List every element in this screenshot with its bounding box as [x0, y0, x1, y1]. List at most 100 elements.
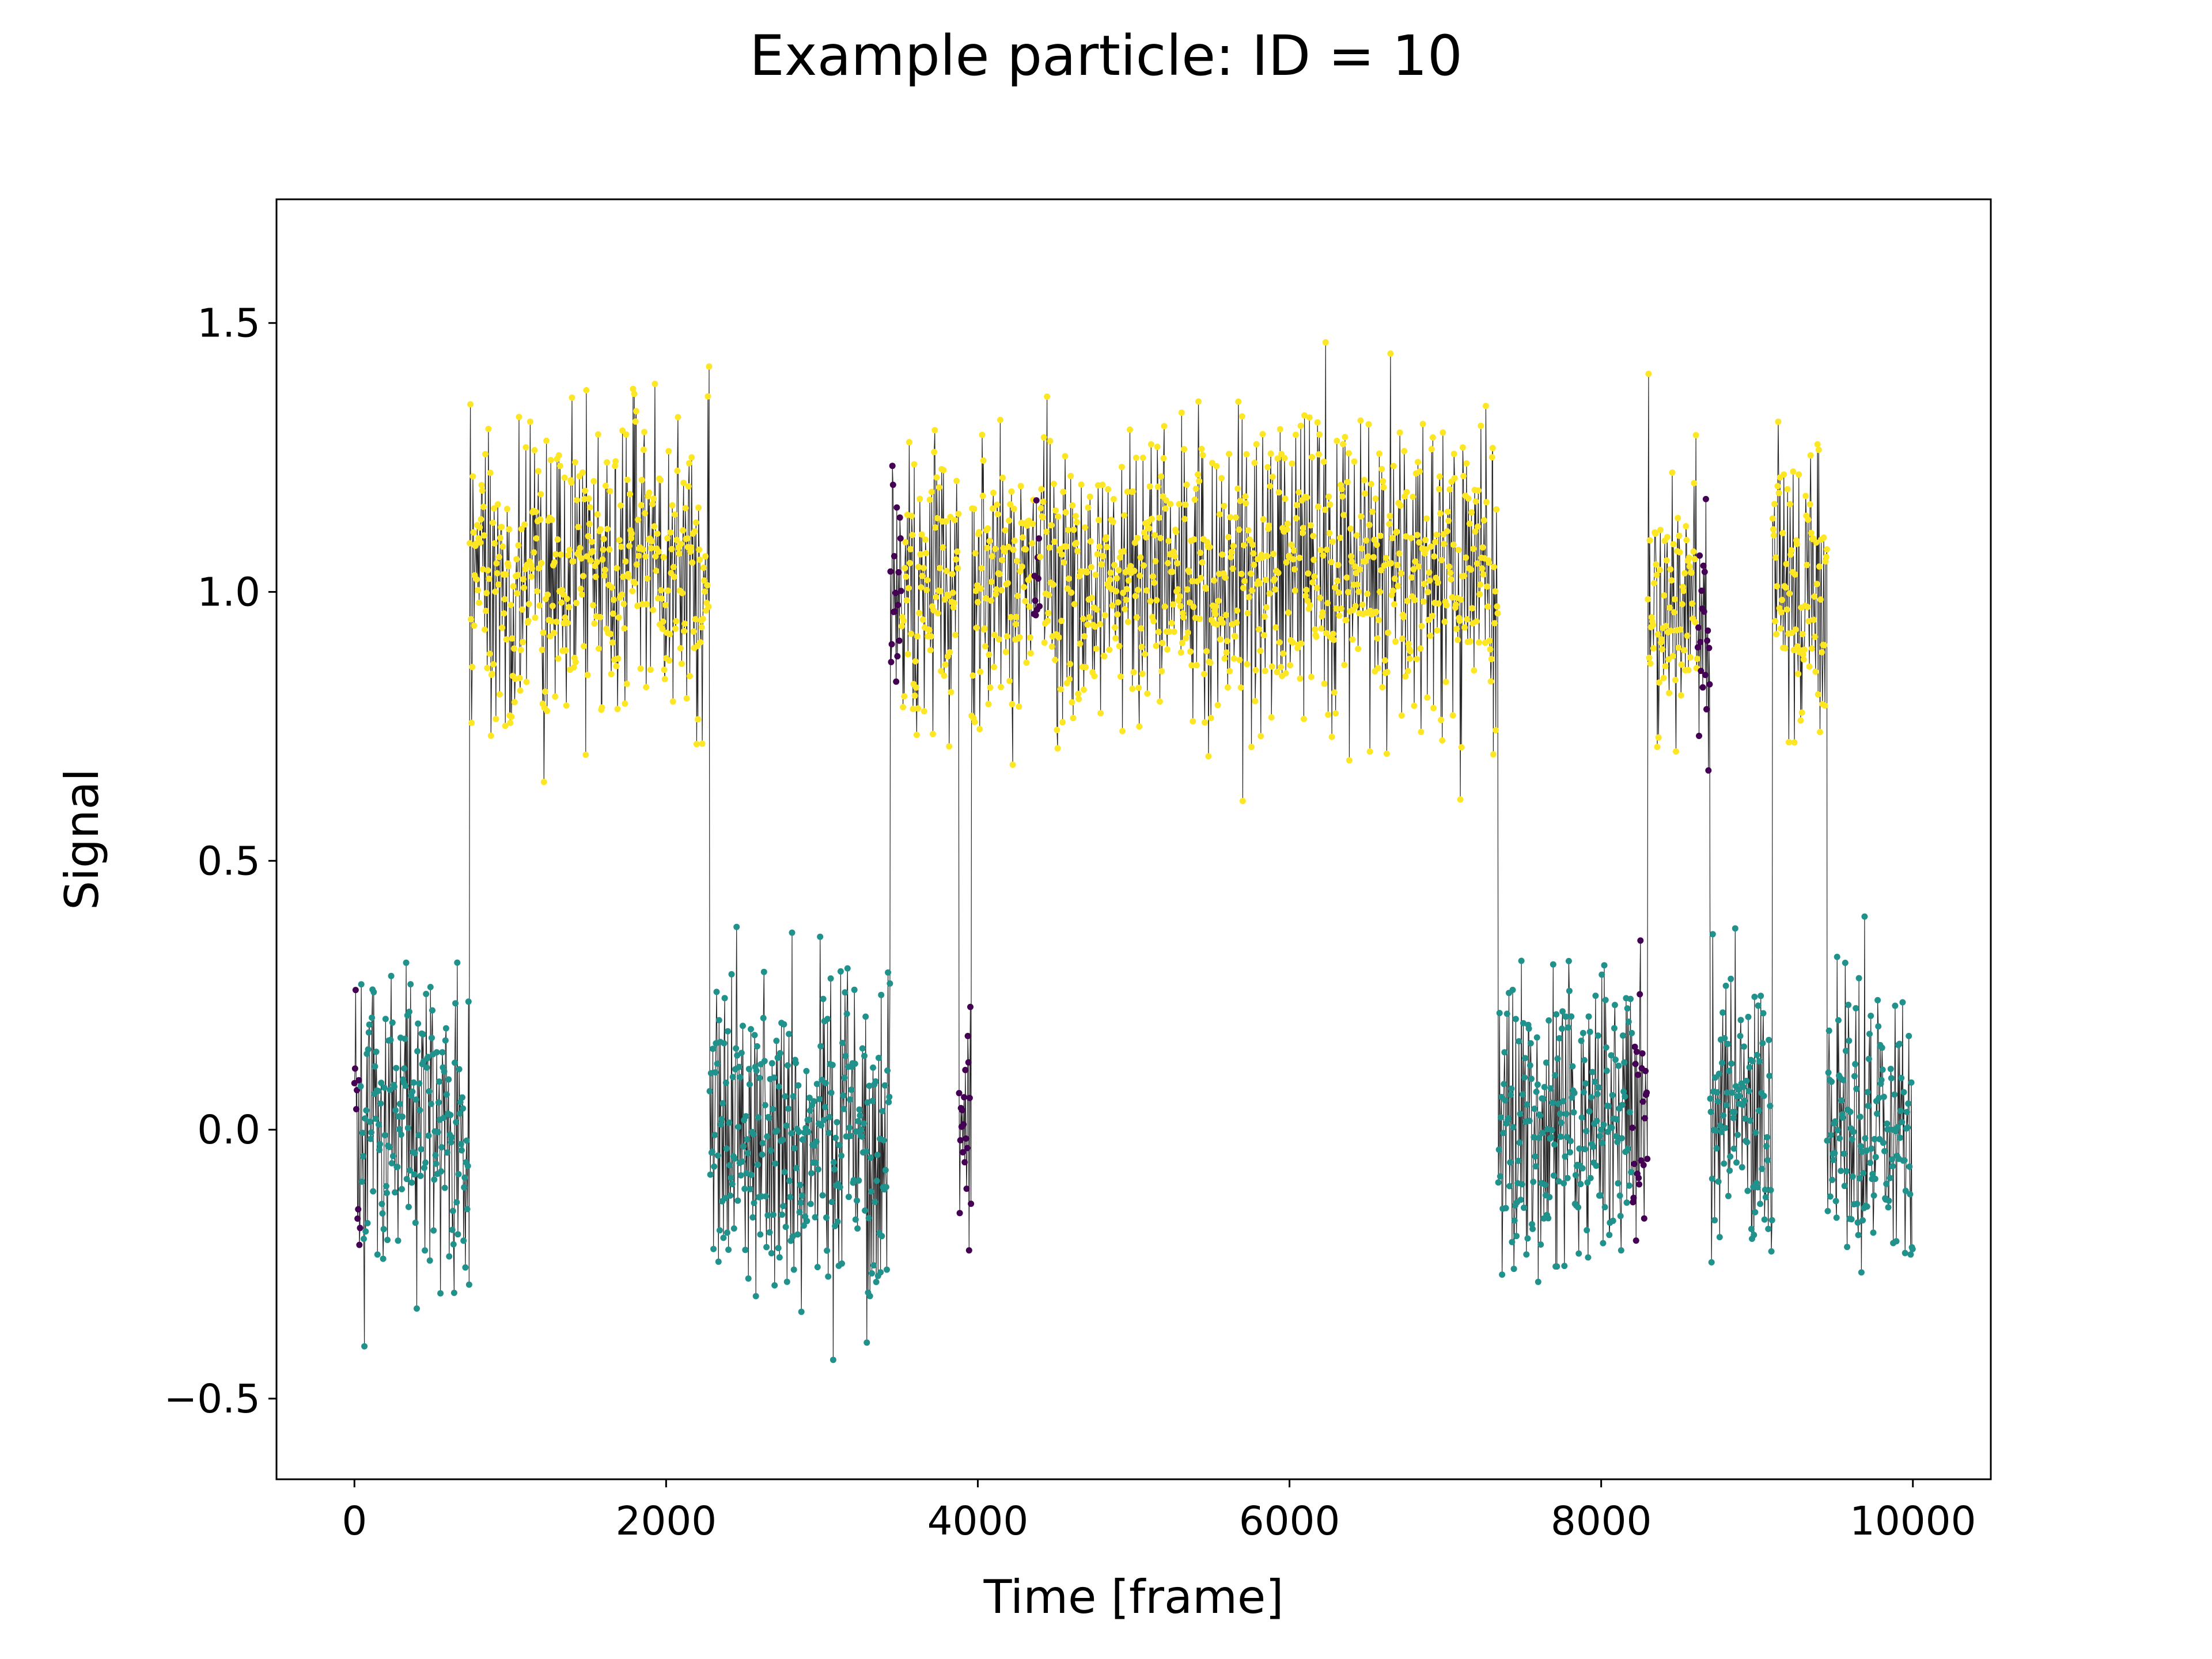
data-point: [493, 560, 500, 567]
data-point: [657, 476, 664, 483]
data-point: [728, 971, 735, 978]
data-point: [1035, 575, 1041, 582]
data-point: [857, 1112, 863, 1119]
data-point: [1010, 505, 1017, 512]
data-point: [907, 546, 914, 552]
data-point: [1422, 537, 1429, 543]
data-point: [1394, 562, 1401, 569]
data-point: [1902, 1249, 1908, 1256]
data-point: [1067, 472, 1074, 479]
data-point: [1135, 684, 1142, 691]
data-point: [563, 702, 570, 709]
data-point: [1291, 587, 1298, 594]
data-point: [1357, 417, 1364, 424]
data-point: [532, 509, 539, 516]
data-point: [1860, 1170, 1867, 1176]
data-point: [1866, 1031, 1873, 1037]
data-point: [1622, 1093, 1628, 1100]
data-point: [1063, 543, 1070, 550]
data-point: [1036, 535, 1042, 542]
data-point: [987, 684, 994, 691]
data-point: [825, 1273, 832, 1280]
data-point: [1848, 1216, 1855, 1223]
data-point: [1562, 1013, 1569, 1020]
data-point: [991, 664, 998, 671]
data-point: [745, 1066, 752, 1073]
data-point: [1416, 539, 1423, 546]
data-point: [467, 401, 474, 408]
data-point: [979, 431, 986, 438]
data-point: [1002, 527, 1009, 534]
data-point: [561, 474, 568, 481]
data-point: [1832, 1118, 1839, 1125]
data-point: [1665, 656, 1672, 663]
data-point: [751, 1199, 757, 1206]
data-point: [1324, 546, 1330, 553]
data-point: [1554, 1055, 1561, 1062]
data-point: [1587, 1175, 1594, 1181]
data-point: [783, 1278, 790, 1285]
data-point: [455, 1171, 462, 1177]
data-point: [681, 628, 688, 635]
data-point: [1441, 618, 1448, 625]
data-point: [1048, 522, 1055, 529]
data-point: [1630, 1195, 1637, 1201]
data-point: [490, 520, 496, 526]
data-point: [926, 497, 933, 503]
data-point: [1808, 645, 1815, 652]
data-point: [1157, 698, 1163, 705]
data-point: [965, 1247, 972, 1254]
data-point: [1171, 553, 1178, 559]
data-point: [950, 600, 957, 607]
data-point: [1344, 589, 1351, 596]
data-point: [1410, 494, 1416, 500]
data-point: [756, 1074, 763, 1081]
data-point: [410, 1079, 417, 1086]
data-point: [1467, 638, 1474, 645]
data-point: [1243, 451, 1250, 457]
data-point: [369, 1014, 376, 1021]
data-point: [1700, 608, 1707, 615]
data-point: [904, 651, 911, 658]
data-point: [1214, 702, 1221, 709]
data-point: [562, 614, 569, 621]
data-point: [796, 1128, 802, 1135]
data-point: [1237, 684, 1244, 691]
data-point: [1351, 458, 1358, 465]
data-point: [620, 600, 627, 607]
data-point: [1371, 536, 1378, 543]
data-point: [798, 1192, 805, 1199]
data-point: [1779, 529, 1786, 536]
data-point: [1868, 1013, 1874, 1019]
data-point: [442, 1025, 449, 1032]
data-point: [1550, 1172, 1557, 1179]
data-point: [719, 1100, 726, 1107]
data-point: [834, 1218, 841, 1225]
data-point: [1785, 739, 1792, 745]
data-point: [753, 1043, 760, 1050]
data-point: [376, 1121, 382, 1128]
data-point: [1162, 505, 1169, 512]
data-point: [478, 516, 484, 522]
data-point: [1387, 350, 1394, 357]
data-point: [1179, 639, 1185, 646]
data-point: [746, 1081, 753, 1088]
data-point: [1124, 619, 1131, 626]
data-point: [1272, 624, 1279, 631]
plot-frame: [275, 198, 1992, 1480]
data-point: [1290, 556, 1297, 563]
data-point: [448, 1139, 454, 1146]
data-point: [1006, 677, 1013, 684]
data-point: [1385, 629, 1391, 636]
data-point: [878, 1233, 885, 1240]
data-point: [982, 643, 988, 650]
data-point: [672, 625, 679, 632]
data-point: [1460, 472, 1467, 479]
data-point: [581, 643, 587, 650]
data-point: [1038, 486, 1045, 493]
data-point: [969, 672, 976, 679]
data-point: [1616, 1192, 1623, 1199]
data-point: [459, 1094, 465, 1101]
data-point: [1824, 1137, 1831, 1144]
data-point: [1199, 559, 1206, 566]
